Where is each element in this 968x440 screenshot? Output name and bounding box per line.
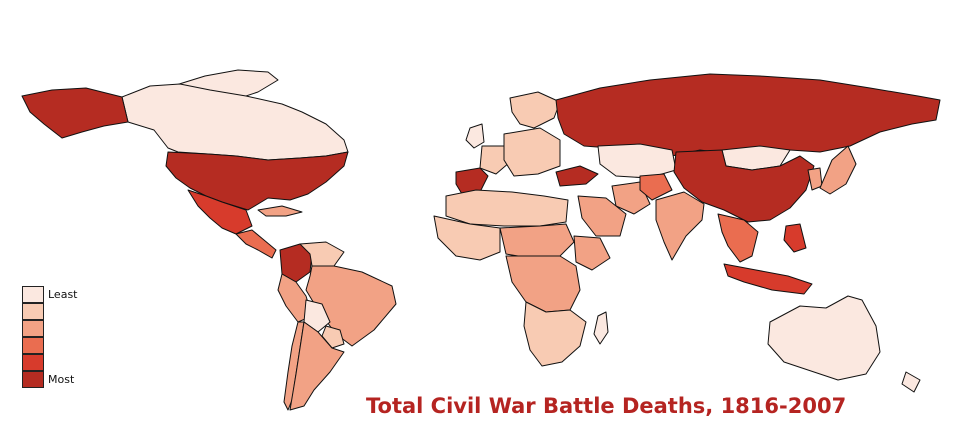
country-argentina	[289, 321, 345, 411]
country-ethiopia	[573, 235, 611, 271]
legend-swatch-4	[22, 336, 44, 354]
legend-swatch-6	[22, 370, 44, 388]
country-china	[673, 149, 815, 223]
country-bolivia	[303, 299, 331, 333]
legend-row-most: Most	[22, 370, 78, 388]
country-indonesia	[723, 263, 813, 295]
legend-swatch-1	[22, 285, 44, 303]
country-uk	[465, 123, 485, 149]
country-cuba	[257, 205, 303, 217]
country-scandinavia	[509, 91, 561, 129]
legend-swatch-5	[22, 353, 44, 371]
legend-row-5	[22, 353, 78, 371]
map-title: Total Civil War Battle Deaths, 1816-2007	[366, 394, 847, 418]
country-new-zealand	[901, 371, 921, 393]
country-brazil	[305, 265, 397, 347]
country-southern-africa	[523, 301, 587, 367]
country-mexico	[187, 189, 253, 235]
legend-row-3	[22, 319, 78, 337]
legend-label-least: Least	[48, 288, 78, 301]
country-canada	[121, 83, 349, 161]
country-alaska	[21, 87, 129, 139]
country-central-america	[235, 229, 277, 259]
country-japan	[819, 145, 857, 195]
legend: Least Most	[22, 285, 78, 388]
country-west-africa	[433, 215, 501, 261]
country-russia	[555, 73, 941, 157]
country-central-africa	[505, 255, 581, 313]
country-france	[479, 145, 511, 175]
country-india	[655, 191, 705, 261]
legend-row-2	[22, 302, 78, 320]
legend-row-4	[22, 336, 78, 354]
country-eastern-europe	[503, 127, 561, 177]
legend-row-least: Least	[22, 285, 78, 303]
country-united-states	[165, 151, 349, 211]
country-afghanistan	[639, 173, 673, 201]
country-korea	[807, 167, 823, 191]
legend-swatch-3	[22, 319, 44, 337]
legend-label-most: Most	[48, 373, 75, 386]
country-turkey	[555, 165, 599, 187]
country-kazakhstan	[597, 143, 677, 179]
country-arabia	[577, 195, 627, 237]
country-madagascar	[593, 311, 609, 345]
country-philippines	[783, 223, 807, 253]
country-sahel	[499, 223, 575, 259]
country-north-africa	[445, 189, 569, 227]
country-southeast-asia	[717, 213, 759, 263]
country-australia	[767, 295, 881, 381]
legend-swatch-2	[22, 302, 44, 320]
